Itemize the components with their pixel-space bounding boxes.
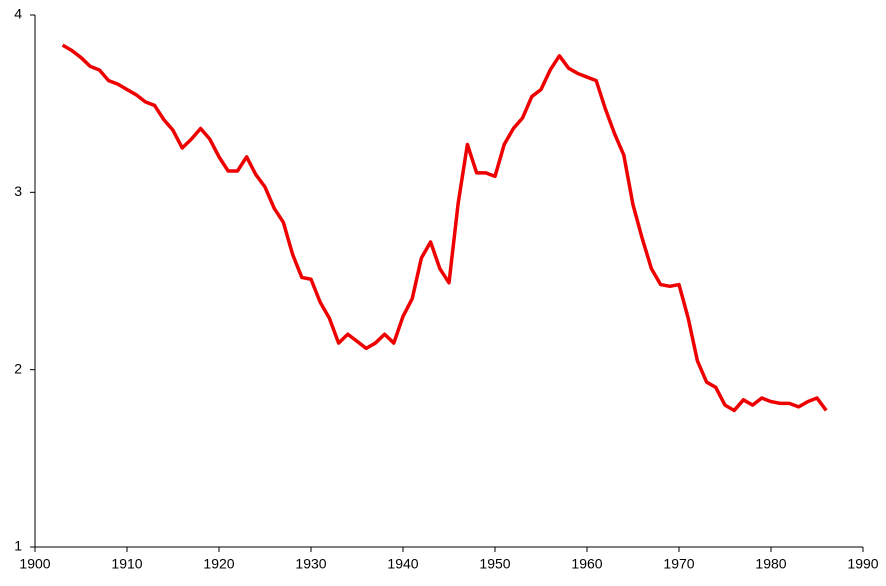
x-tick-label: 1960 [571,556,602,572]
x-tick-label: 1950 [479,556,510,572]
x-tick-label: 1990 [847,556,878,572]
y-tick-label: 1 [14,538,22,554]
x-tick-label: 1970 [663,556,694,572]
x-tick-label: 1900 [19,556,50,572]
x-tick-label: 1980 [755,556,786,572]
y-tick-label: 2 [14,360,22,376]
x-tick-label: 1940 [387,556,418,572]
y-tick-label: 3 [14,183,22,199]
x-tick-label: 1910 [111,556,142,572]
y-tick-label: 4 [14,6,22,22]
x-tick-label: 1920 [203,556,234,572]
x-tick-label: 1930 [295,556,326,572]
line-series [61,43,828,413]
